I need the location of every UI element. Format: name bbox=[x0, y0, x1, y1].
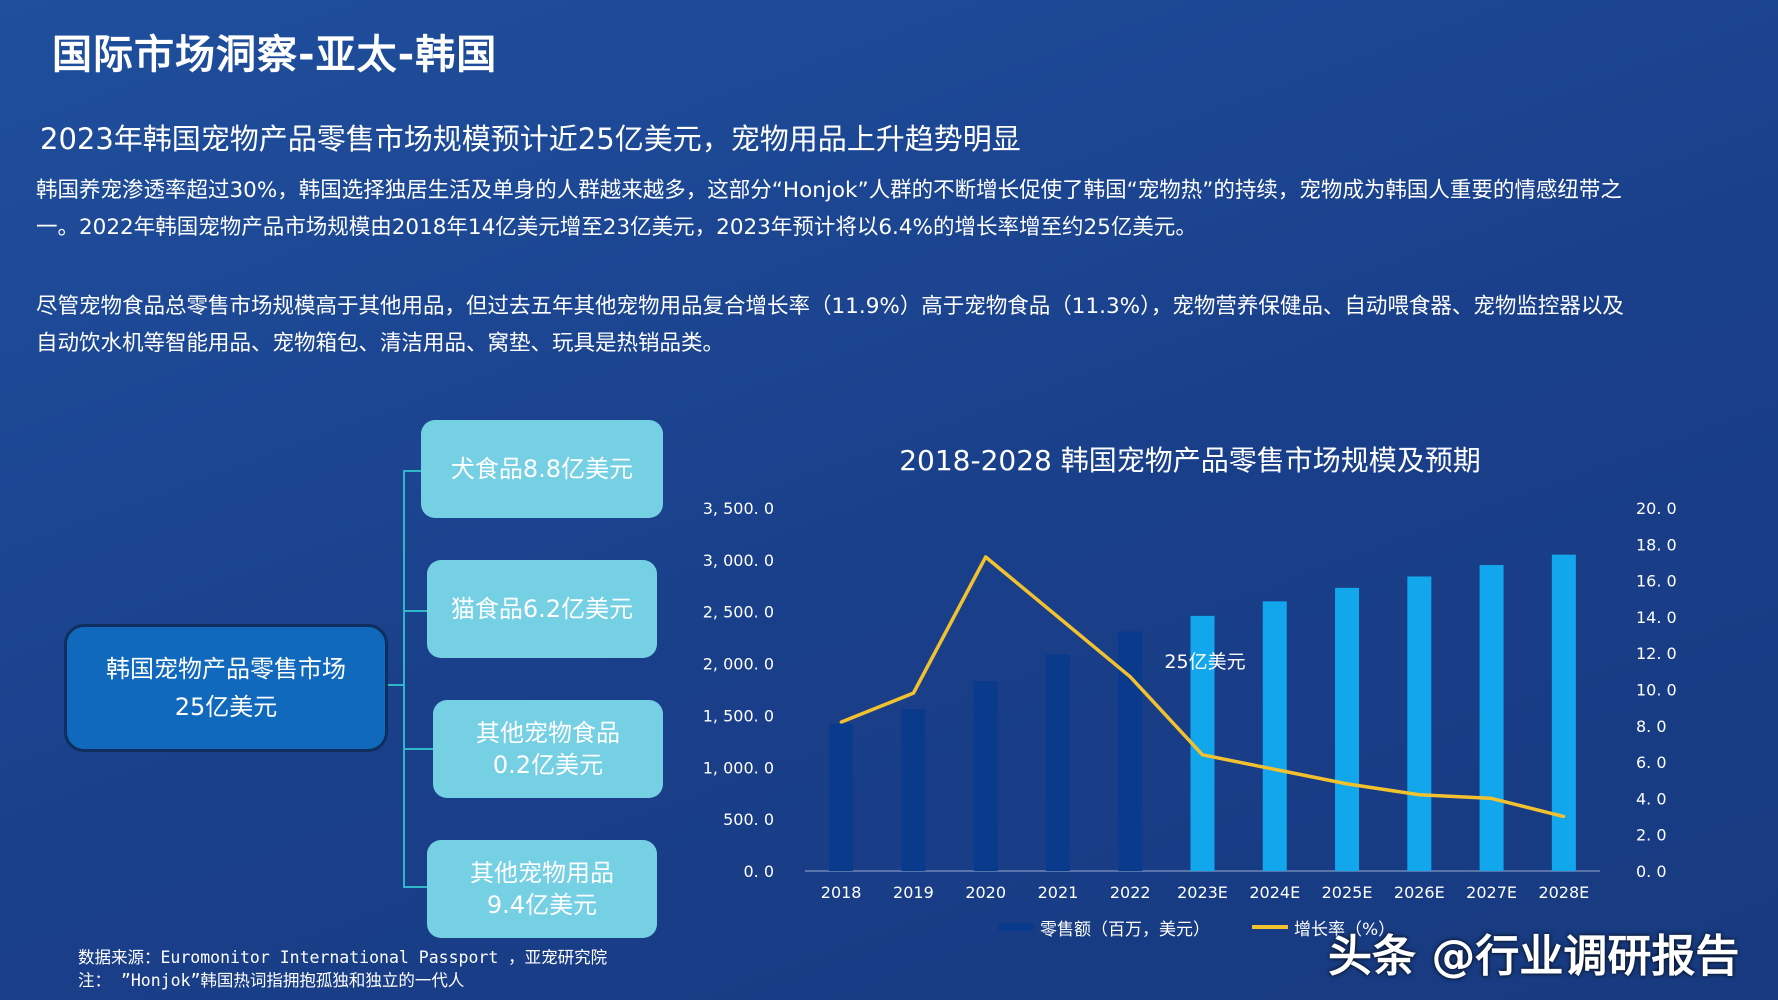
legend-label-line: 增长率（%） bbox=[1294, 920, 1395, 940]
y-left-tick-label: 500. 0 bbox=[723, 810, 774, 829]
y-right-tick-label: 10. 0 bbox=[1636, 681, 1677, 700]
x-tick-label: 2027E bbox=[1466, 883, 1517, 902]
bar-2024E bbox=[1262, 601, 1287, 871]
y-right-tick-label: 8. 0 bbox=[1636, 717, 1667, 736]
x-tick-label: 2024E bbox=[1249, 883, 1300, 902]
growth-rate-point-2021 bbox=[1056, 615, 1060, 619]
growth-rate-point-2018 bbox=[839, 720, 843, 724]
footnote-line: 注： ”Honjok”韩国热词指拥抱孤独和独立的一代人 bbox=[78, 971, 465, 990]
bar-2028E bbox=[1551, 554, 1576, 871]
segment-label: 其他宠物食品 bbox=[476, 719, 620, 747]
y-right-tick-label: 12. 0 bbox=[1636, 644, 1677, 663]
growth-rate-point-2025E bbox=[1345, 782, 1349, 786]
segment-other-supplies: 其他宠物用品 9.4亿美元 bbox=[427, 840, 657, 938]
bar-2018 bbox=[829, 723, 854, 871]
source-line: 数据来源：Euromonitor International Passport … bbox=[78, 948, 608, 967]
page-subtitle: 2023年韩国宠物产品零售市场规模预计近25亿美元，宠物用品上升趋势明显 bbox=[40, 122, 1021, 156]
chart-title: 2018-2028 韩国宠物产品零售市场规模及预期 bbox=[899, 444, 1481, 477]
market-total-box: 韩国宠物产品零售市场 25亿美元 bbox=[64, 624, 388, 752]
growth-rate-point-2026E bbox=[1417, 793, 1421, 797]
y-left-tick-label: 1, 500. 0 bbox=[703, 706, 774, 725]
y-right-tick-label: 20. 0 bbox=[1636, 499, 1677, 518]
intro-paragraph-1: 韩国养宠渗透率超过30%，韩国选择独居生活及单身的人群越来越多，这部分“Honj… bbox=[36, 178, 1622, 240]
x-tick-label: 2021 bbox=[1038, 883, 1079, 902]
watermark: 头条 @行业调研报告 bbox=[1328, 931, 1740, 982]
legend-swatch-bars bbox=[998, 923, 1034, 931]
segment-label: 其他宠物用品 bbox=[470, 859, 614, 887]
y-right-tick-label: 6. 0 bbox=[1636, 753, 1667, 772]
legend-label-bars: 零售额（百万，美元） bbox=[1040, 920, 1210, 940]
growth-rate-point-2019 bbox=[911, 691, 915, 695]
segment-dog-food: 犬食品8.8亿美元 bbox=[421, 420, 663, 518]
y-right-tick-label: 14. 0 bbox=[1636, 608, 1677, 627]
y-left-tick-label: 0. 0 bbox=[743, 862, 774, 881]
x-tick-label: 2026E bbox=[1394, 883, 1445, 902]
growth-rate-point-2022 bbox=[1128, 675, 1132, 679]
tree-connector-leaf-3 bbox=[403, 748, 433, 750]
bar-2027E bbox=[1479, 565, 1504, 871]
bar-2025E bbox=[1335, 587, 1360, 871]
tree-connector-leaf-1 bbox=[403, 470, 421, 472]
bar-2021 bbox=[1045, 654, 1070, 871]
source-note: 数据来源：Euromonitor International Passport … bbox=[78, 946, 607, 992]
y-right-tick-label: 16. 0 bbox=[1636, 572, 1677, 591]
chart-annotation: 25亿美元 bbox=[1164, 651, 1245, 673]
y-left-tick-label: 3, 000. 0 bbox=[703, 551, 774, 570]
segment-cat-food: 猫食品6.2亿美元 bbox=[427, 560, 657, 658]
bar-2019 bbox=[901, 709, 926, 871]
y-left-tick-label: 3, 500. 0 bbox=[703, 499, 774, 518]
y-right-tick-label: 4. 0 bbox=[1636, 789, 1667, 808]
market-total-label: 韩国宠物产品零售市场 bbox=[106, 655, 346, 683]
growth-rate-point-2027E bbox=[1490, 796, 1494, 800]
x-tick-label: 2022 bbox=[1110, 883, 1151, 902]
page-title: 国际市场洞察-亚太-韩国 bbox=[52, 32, 498, 78]
x-tick-label: 2028E bbox=[1538, 883, 1589, 902]
tree-connector-leaf-2 bbox=[403, 610, 427, 612]
growth-rate-point-2023E bbox=[1201, 753, 1204, 757]
tree-connector-trunk bbox=[403, 470, 405, 888]
segment-label: 猫食品6.2亿美元 bbox=[450, 595, 634, 623]
growth-rate-point-2020 bbox=[984, 555, 988, 559]
tree-connector-leaf-4 bbox=[403, 886, 427, 888]
bar-2020 bbox=[973, 681, 998, 871]
x-tick-label: 2025E bbox=[1322, 883, 1373, 902]
y-right-tick-label: 18. 0 bbox=[1636, 535, 1677, 554]
y-right-tick-label: 2. 0 bbox=[1636, 826, 1667, 845]
growth-rate-point-2024E bbox=[1273, 767, 1277, 771]
growth-rate-point-2028E bbox=[1562, 815, 1566, 819]
market-total-value: 25亿美元 bbox=[174, 693, 278, 721]
y-left-tick-label: 2, 500. 0 bbox=[703, 603, 774, 622]
x-tick-label: 2020 bbox=[965, 883, 1006, 902]
bar-2026E bbox=[1407, 576, 1432, 871]
segment-value: 9.4亿美元 bbox=[486, 891, 598, 919]
tree-connector-root bbox=[382, 684, 404, 686]
bar-2023E bbox=[1190, 615, 1215, 871]
bar-2022 bbox=[1118, 631, 1143, 871]
x-tick-label: 2023E bbox=[1177, 883, 1228, 902]
segment-label: 犬食品8.8亿美元 bbox=[450, 455, 634, 483]
segment-other-food: 其他宠物食品 0.2亿美元 bbox=[433, 700, 663, 798]
x-tick-label: 2019 bbox=[893, 883, 934, 902]
segment-value: 0.2亿美元 bbox=[492, 751, 604, 779]
y-left-tick-label: 1, 000. 0 bbox=[703, 758, 774, 777]
x-tick-label: 2018 bbox=[821, 883, 862, 902]
y-right-tick-label: 0. 0 bbox=[1636, 862, 1667, 881]
intro-paragraph-2: 尽管宠物食品总零售市场规模高于其他用品，但过去五年其他宠物用品复合增长率（11.… bbox=[36, 294, 1624, 356]
y-left-tick-label: 2, 000. 0 bbox=[703, 655, 774, 674]
